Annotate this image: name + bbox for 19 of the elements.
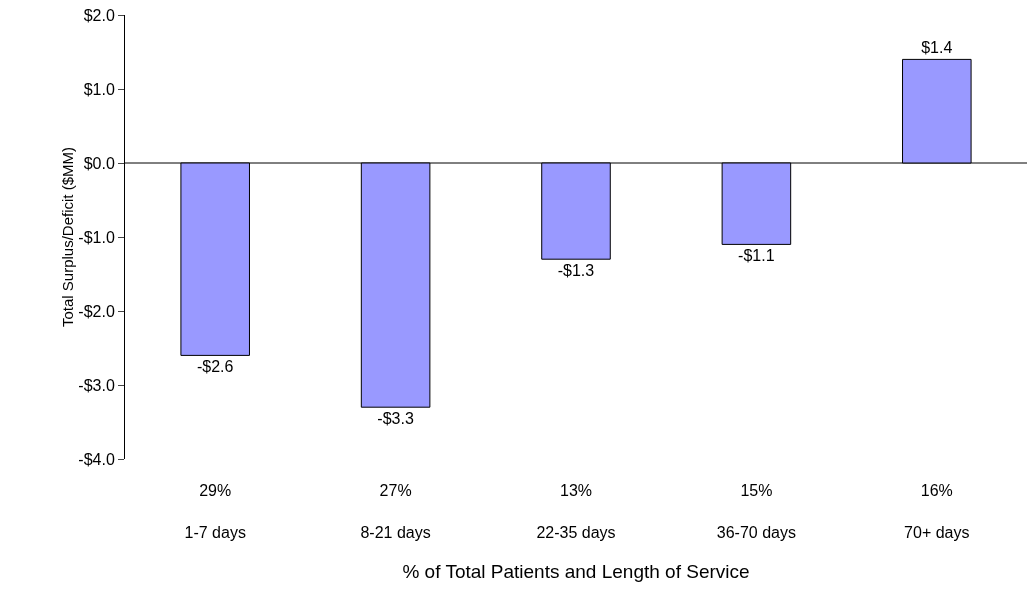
category-label: 13% 22-35 days [536, 482, 616, 541]
y-tick-label: $0.0 [83, 154, 115, 172]
category-label: 16% 70+ days [904, 482, 970, 541]
data-label: -$3.3 [377, 410, 414, 428]
data-label: -$1.3 [557, 262, 595, 280]
y-axis-title: Total Surplus/Deficit ($MM) [59, 146, 77, 328]
category-label: 29% 1-7 days [184, 482, 246, 541]
y-tick-label: -$2.0 [78, 302, 115, 320]
y-tick-label: $1.0 [83, 80, 115, 98]
y-tick-label: -$3.0 [78, 376, 115, 394]
y-tick-label: -$1.0 [78, 228, 115, 246]
data-label: -$1.1 [738, 247, 775, 265]
category-label: 15% 36-70 days [716, 482, 796, 541]
y-tick-label: $2.0 [83, 6, 115, 24]
data-label: -$2.6 [196, 358, 234, 376]
data-label: $1.4 [921, 39, 953, 57]
category-label: 27% 8-21 days [360, 482, 431, 541]
y-tick-label: -$4.0 [78, 450, 115, 468]
x-axis-title: % of Total Patients and Length of Service [402, 561, 750, 583]
